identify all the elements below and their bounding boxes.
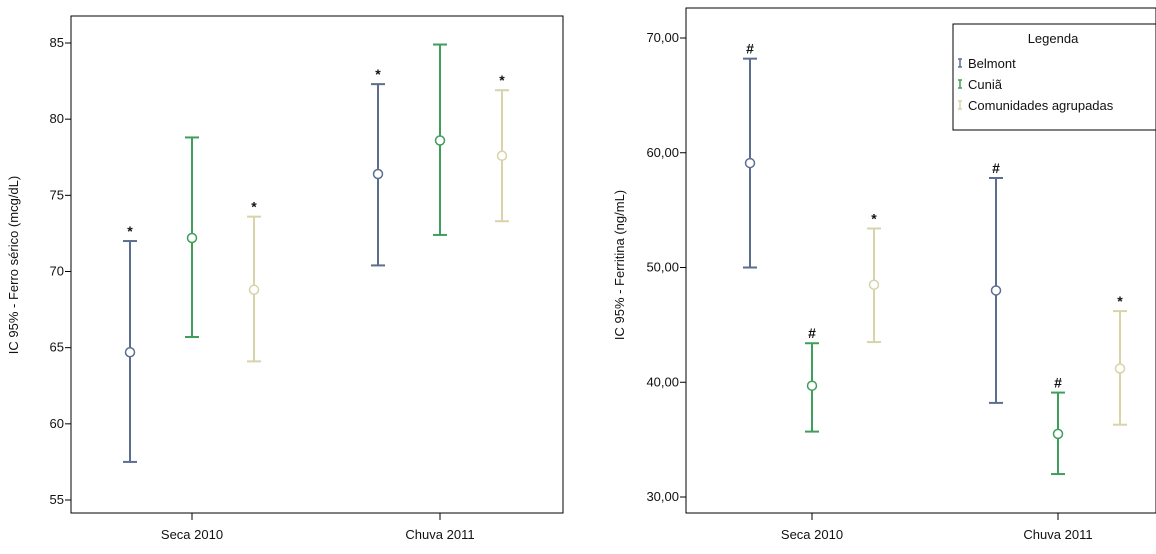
significance-marker: * bbox=[499, 72, 505, 88]
y-axis-title: IC 95% - Ferritina (ng/mL) bbox=[612, 190, 627, 340]
y-tick-label: 60 bbox=[50, 416, 64, 431]
significance-marker: * bbox=[1117, 293, 1123, 309]
y-tick-label: 40,00 bbox=[646, 374, 679, 389]
y-tick-label: 70 bbox=[50, 264, 64, 279]
mean-point bbox=[124, 346, 136, 358]
mean-point bbox=[248, 284, 260, 296]
significance-marker: # bbox=[746, 41, 754, 57]
significance-marker: * bbox=[127, 223, 133, 239]
chart-ferro-serico: IC 95% - Ferro sérico (mcg/dL) 55 60 65 70 7… bbox=[6, 15, 564, 542]
legend-label: Cuniã bbox=[968, 77, 1003, 92]
x-tick-label: Seca 2010 bbox=[161, 527, 223, 542]
mean-point bbox=[990, 285, 1002, 296]
legend-box bbox=[952, 23, 1156, 131]
y-ticks: 55 60 65 70 75 80 85 bbox=[50, 35, 71, 507]
error-bars: # # # # * * bbox=[743, 41, 1127, 476]
significance-marker: * bbox=[871, 210, 877, 226]
mean-point bbox=[1114, 363, 1126, 374]
mean-point bbox=[1052, 428, 1064, 440]
legend-label: Belmont bbox=[968, 56, 1016, 71]
significance-marker: # bbox=[992, 160, 1000, 176]
plot-frame bbox=[70, 15, 564, 514]
legend-items: Belmont Cuniã Comunidades agrupadas bbox=[958, 56, 1114, 113]
significance-marker: * bbox=[375, 66, 381, 82]
plot-frame bbox=[685, 7, 1156, 514]
chart-ferritina: IC 95% - Ferritina (ng/mL) 30,00 40,00 50,… bbox=[612, 7, 1156, 542]
legend-title: Legenda bbox=[1028, 31, 1079, 46]
y-tick-label: 70,00 bbox=[646, 30, 679, 45]
error-bars: * * * * bbox=[123, 43, 509, 463]
legend: Legenda Belmont Cuniã Comunidades agrupada… bbox=[952, 23, 1156, 131]
legend-label: Comunidades agrupadas bbox=[968, 98, 1114, 113]
mean-point bbox=[372, 168, 384, 180]
x-ticks: Seca 2010 Chuva 2011 bbox=[781, 513, 1093, 542]
x-tick-label: Chuva 2011 bbox=[405, 527, 474, 542]
y-tick-label: 50,00 bbox=[646, 260, 679, 275]
mean-point bbox=[744, 157, 756, 169]
y-tick-label: 85 bbox=[50, 35, 64, 50]
mean-point bbox=[434, 135, 446, 146]
mean-point bbox=[186, 232, 198, 244]
x-tick-label: Seca 2010 bbox=[781, 527, 843, 542]
significance-marker: * bbox=[251, 199, 257, 215]
mean-point bbox=[806, 380, 818, 391]
significance-marker: # bbox=[808, 325, 816, 341]
y-axis-title: IC 95% - Ferro sérico (mcg/dL) bbox=[6, 176, 21, 354]
significance-marker: # bbox=[1054, 375, 1062, 391]
y-ticks: 30,00 40,00 50,00 60,00 70,00 bbox=[646, 30, 686, 504]
y-tick-label: 75 bbox=[50, 187, 64, 202]
y-tick-label: 60,00 bbox=[646, 145, 679, 160]
mean-point bbox=[868, 279, 880, 290]
y-tick-label: 30,00 bbox=[646, 489, 679, 504]
y-tick-label: 55 bbox=[50, 492, 64, 507]
mean-point bbox=[496, 150, 508, 161]
y-tick-label: 65 bbox=[50, 340, 64, 355]
x-tick-label: Chuva 2011 bbox=[1023, 527, 1092, 542]
x-ticks: Seca 2010 Chuva 2011 bbox=[161, 513, 475, 542]
y-tick-label: 80 bbox=[50, 111, 64, 126]
